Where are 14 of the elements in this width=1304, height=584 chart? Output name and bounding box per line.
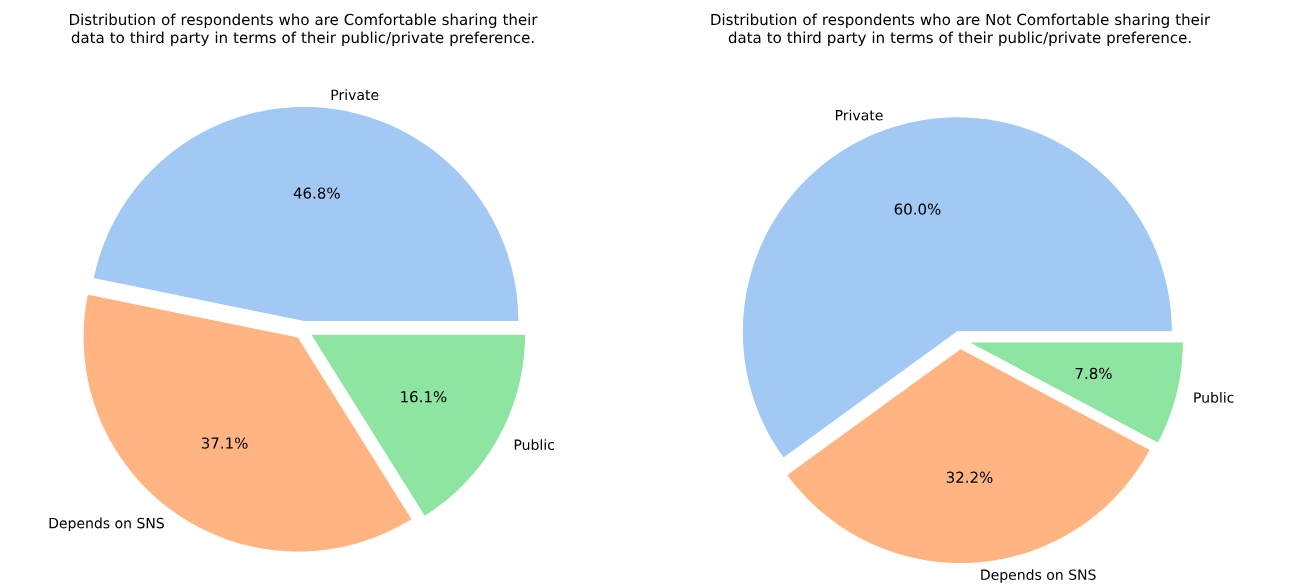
chart-title: Distribution of respondents who are Not Comfortable sharing their data to third party in terms of their public/private preference. [711,13,1211,47]
slice-label: Private [835,109,883,121]
chart-title: Distribution of respondents who are Comfortable sharing their data to third party in terms of their public/private preference. [70,13,538,47]
data-label: 16.1% [401,390,447,403]
data-label: 37.1% [201,437,248,449]
data-label: 7.8% [1075,367,1112,380]
data-label: 60.0% [894,203,941,215]
slice-label: Public [514,439,555,451]
slice-label: Public [1194,391,1234,403]
data-label: 46.8% [293,187,340,199]
data-label: 32.2% [946,471,993,483]
slice-label: Private [331,89,379,101]
slice-label: Depends on SNS [49,517,164,532]
slice-label: Depends on SNS [981,569,1096,583]
